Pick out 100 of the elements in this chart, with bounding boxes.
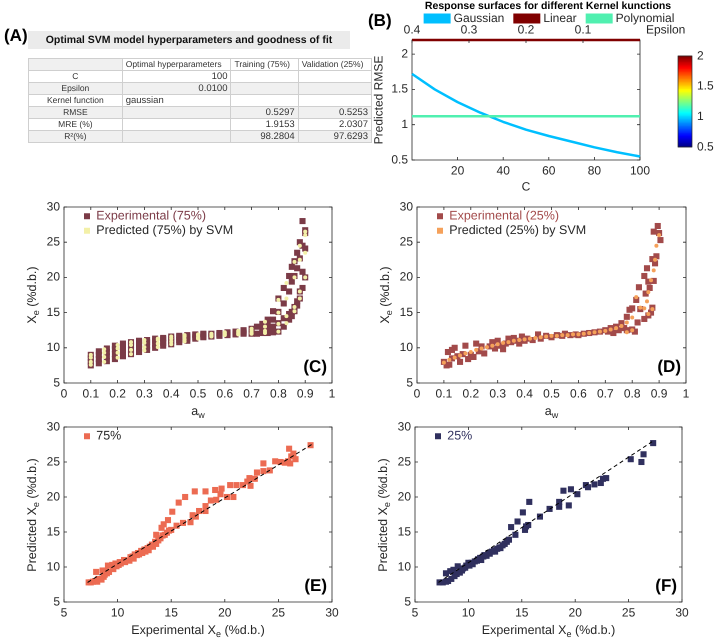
text: 100 [212,71,228,82]
x2-tick-label: 0.2 [518,22,535,36]
x-tick-label: 0 [60,386,68,401]
color-bar-label: 2 [697,48,704,62]
point [550,334,554,338]
point [619,324,624,328]
x-tick-label: 0.6 [216,386,234,401]
point [654,244,658,248]
y-tick-label: 25 [400,234,414,249]
x-tick-label: 30 [325,606,339,620]
point [566,333,570,338]
x-tick-label: 10 [462,606,476,620]
y-tick-label: 25 [46,234,60,249]
x-tick-label: 0.2 [109,386,126,401]
x-tick-label: 0.7 [243,386,260,401]
point [646,290,650,294]
category-label: Training (75%) [230,58,298,70]
x-tick-label: 0.3 [489,386,506,401]
chart-title: Response surfaces for different Kernel kunctions [424,0,672,12]
y-tick-label: 20 [46,270,60,284]
point [496,342,500,346]
text: (A) [4,26,28,46]
x-tick-label: 10 [110,606,125,620]
category-label: Optimal hyperparameters [122,58,231,70]
x-tick-label: 0.4 [516,386,534,401]
legend-label: Predicted (75%) by SVM [96,223,234,238]
y-tick-label: 10 [46,340,60,354]
point [624,320,629,324]
x-axis-title: a$_{w}$ [191,404,205,420]
y-tick-label: 15 [398,524,412,538]
x-tick-label: 0.4 [162,386,180,401]
annotation: (C) [303,357,327,376]
point [634,295,638,300]
color-bar-label: 0.5 [697,139,714,154]
point [528,336,532,341]
y-tick-label: 5 [404,594,412,608]
legend-label: 25% [447,428,472,443]
point [490,344,494,348]
y-tick-label: 1.5 [391,82,408,96]
x-axis-title: C [522,179,531,194]
point [650,307,654,312]
x2-axis-title: Epsilon [646,22,686,36]
legend-label: Predicted (25%) by SVM [449,223,586,238]
annotation: (D) [657,357,681,376]
text: Experimental (75%) [96,208,206,223]
point [506,340,510,344]
annotation: (F) [655,576,677,595]
x-tick-label: 0.8 [270,386,288,401]
point [614,326,618,330]
y-tick-label: 25 [398,454,412,468]
point [474,348,478,352]
point [649,278,654,282]
category-label: C [72,71,78,81]
x-axis-title: Experimental X$_{e}$ (%d.b.) [131,623,265,638]
x-tick-label: 1 [328,386,336,401]
x-tick-label: 60 [542,164,556,178]
point [571,332,576,336]
x-tick-label: 0.9 [296,386,314,401]
x-tick-label: 25 [622,606,636,620]
y-tick-label: 15 [400,304,414,319]
legend-label: Polynomial [616,10,674,25]
text: (B) [368,11,392,30]
legend-label: Linear [543,10,577,25]
y-tick-label: 30 [46,199,60,214]
text: gaussian [126,95,164,106]
y-tick-label: 30 [46,419,60,434]
text: 2.0307 [338,119,368,130]
point [533,336,538,340]
point [642,306,646,310]
x-tick-label: 0.6 [570,386,588,401]
category-label: RMSE [63,107,88,117]
x-tick-label: 15 [164,606,178,620]
y-axis-title: Predicted RMSE [371,56,386,144]
y-tick-label: 10 [46,559,60,574]
text: 97.6293 [334,131,368,142]
category-label: Kernel function [47,95,104,105]
x-tick-label: 0.1 [436,386,453,401]
annotation: (E) [304,576,327,595]
text: 0.5253 [338,107,368,118]
text: 1.9153 [266,119,295,130]
point [517,338,522,342]
text: 98.2804 [260,131,295,142]
point [468,350,473,354]
category-label: Epsilon [61,83,90,93]
point [452,356,457,360]
point [501,340,506,345]
point [463,351,468,356]
category-label: R²(%) [64,131,86,141]
x-tick-label: 20 [568,606,582,620]
point [512,338,516,343]
point [657,233,662,238]
y-tick-label: 15 [46,524,60,538]
text: 0.0100 [198,83,228,94]
x-axis-title: a$_{w}$ [544,404,558,420]
x-axis-title: Experimental X$_{e}$ (%d.b.) [482,623,616,638]
legend-label: Gaussian [454,10,504,25]
point [653,258,658,262]
point [630,316,634,320]
y-tick-label: 2 [401,46,408,60]
x-tick-label: 0.3 [136,386,154,401]
